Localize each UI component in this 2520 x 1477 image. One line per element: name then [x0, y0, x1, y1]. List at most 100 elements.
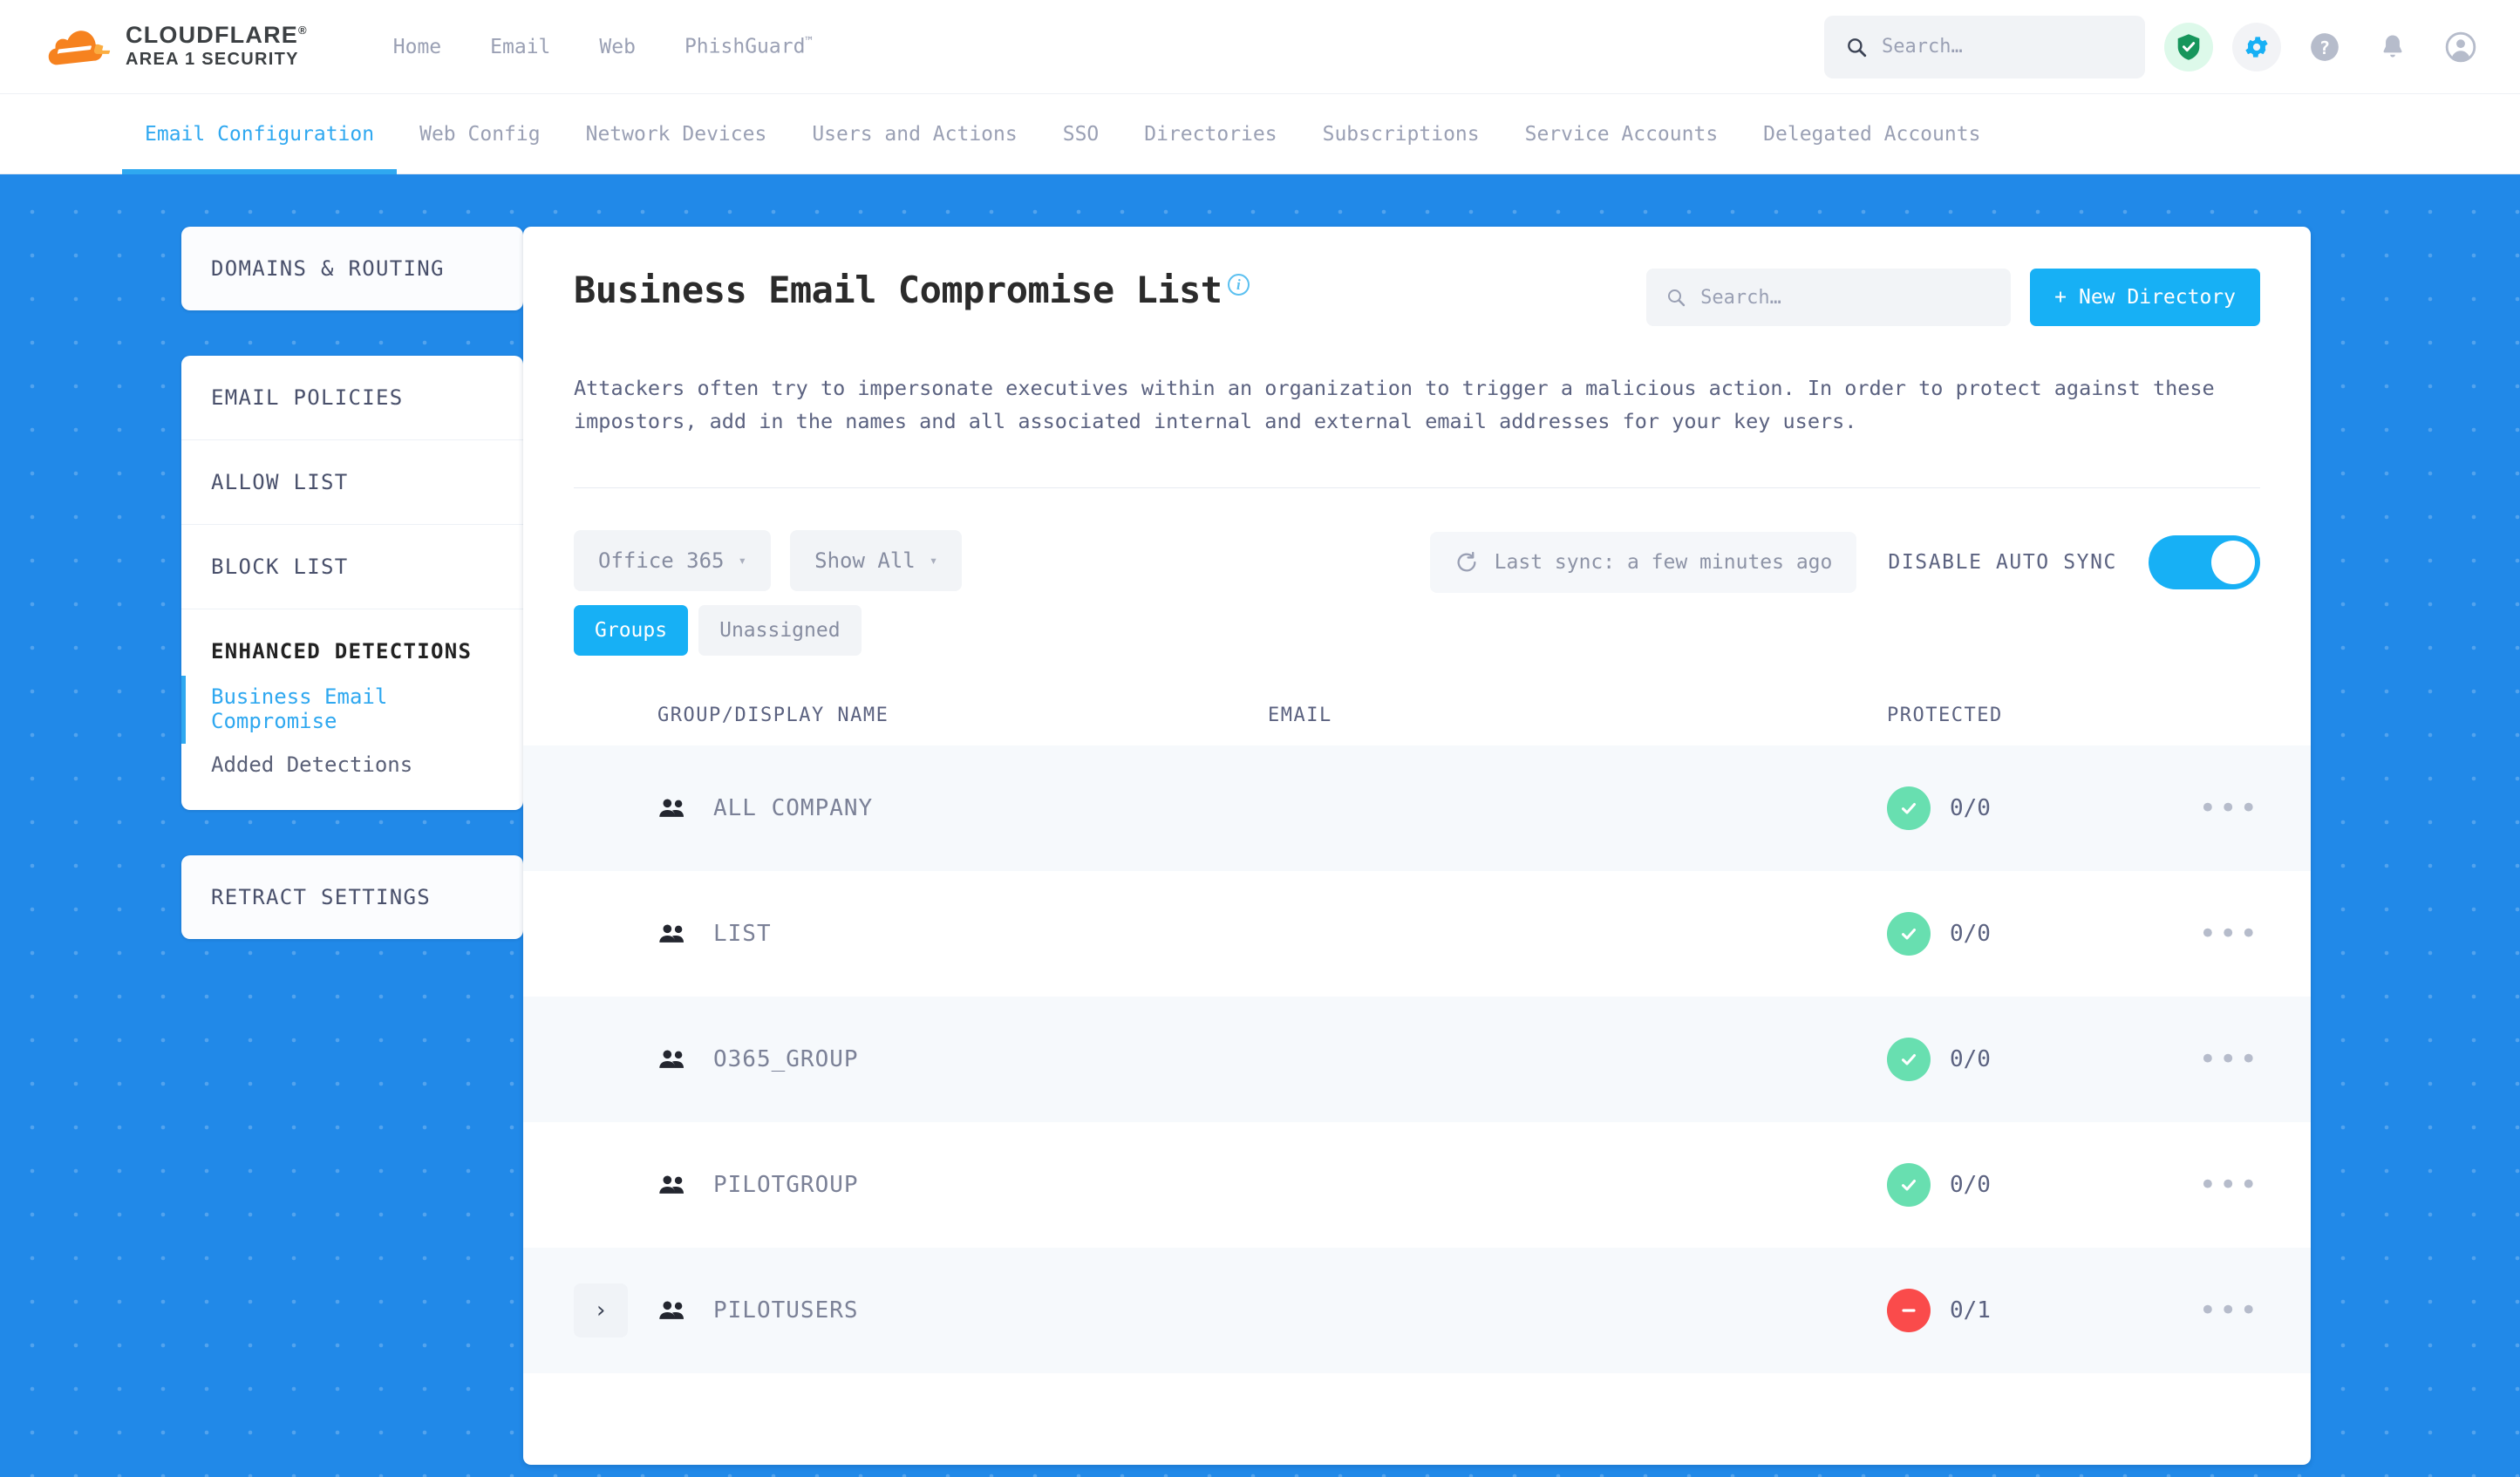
- filter-controls: Office 365 ▾ Show All ▾ Groups Unassigne…: [574, 529, 963, 656]
- tab-users-and-actions[interactable]: Users and Actions: [812, 122, 1018, 146]
- sidebar-item-allow-list[interactable]: ALLOW LIST: [181, 440, 523, 525]
- account-icon[interactable]: [2436, 23, 2485, 71]
- new-directory-button[interactable]: + New Directory: [2030, 269, 2260, 326]
- nav-item-home[interactable]: Home: [392, 35, 442, 58]
- table-row[interactable]: ALL COMPANY 0/0 •••: [523, 745, 2311, 871]
- check-icon: [1901, 802, 1917, 814]
- sidebar-card-retract: RETRACT SETTINGS: [181, 855, 523, 939]
- group-name: O365_GROUP: [713, 1045, 859, 1072]
- sidebar-item-block-list[interactable]: BLOCK LIST: [181, 525, 523, 609]
- tab-sso[interactable]: SSO: [1062, 122, 1100, 146]
- table-row[interactable]: PILOTGROUP 0/0 •••: [523, 1122, 2311, 1248]
- sidebar-item-added-detections[interactable]: Added Detections: [211, 752, 413, 777]
- table-row[interactable]: › PILOTUSERS 0/1 •••: [523, 1247, 2311, 1373]
- last-sync-text: Last sync: a few minutes ago: [1494, 550, 1833, 574]
- group-name: ALL COMPANY: [713, 794, 874, 821]
- shield-check-icon[interactable]: [2164, 22, 2213, 71]
- group-icon: [659, 1175, 684, 1194]
- row-menu-button[interactable]: •••: [2198, 1041, 2260, 1077]
- status-badge-protected: [1887, 1162, 1931, 1207]
- sync-controls: Last sync: a few minutes ago DISABLE AUT…: [1429, 530, 2260, 593]
- refresh-icon: [1457, 551, 1476, 572]
- list-search-input[interactable]: Search…: [1646, 269, 2012, 326]
- check-icon: [1901, 1179, 1917, 1191]
- sidebar-item-domains-routing[interactable]: DOMAINS & ROUTING: [211, 256, 445, 281]
- group-name: PILOTGROUP: [713, 1171, 859, 1198]
- row-menu-button[interactable]: •••: [2198, 1167, 2260, 1202]
- table-row[interactable]: O365_GROUP 0/0 •••: [523, 996, 2311, 1122]
- visibility-dropdown-value: Show All: [814, 548, 916, 573]
- group-name: PILOTUSERS: [713, 1297, 859, 1324]
- minus-icon: [1902, 1308, 1916, 1312]
- row-menu-button[interactable]: •••: [2198, 790, 2260, 826]
- status-badge-protected: [1887, 786, 1931, 830]
- info-icon[interactable]: i: [1227, 274, 1250, 296]
- segment-groups[interactable]: Groups: [574, 604, 689, 656]
- protected-count: 0/0: [1950, 794, 1991, 821]
- help-icon[interactable]: ?: [2300, 23, 2349, 71]
- column-header-email: EMAIL: [1268, 704, 1332, 726]
- disable-auto-sync-label: DISABLE AUTO SYNC: [1888, 550, 2117, 574]
- tab-service-accounts[interactable]: Service Accounts: [1524, 122, 1719, 146]
- check-icon: [1901, 928, 1917, 940]
- row-menu-button[interactable]: •••: [2198, 1292, 2260, 1328]
- sidebar-card-policies: EMAIL POLICIES ALLOW LIST BLOCK LIST ENH…: [181, 356, 523, 810]
- global-search-input[interactable]: Search…: [1824, 15, 2145, 78]
- table-row[interactable]: LIST 0/0 •••: [523, 871, 2311, 997]
- provider-dropdown[interactable]: Office 365 ▾: [574, 529, 772, 591]
- visibility-dropdown[interactable]: Show All ▾: [790, 529, 963, 591]
- sidebar-item-email-policies[interactable]: EMAIL POLICIES: [181, 356, 523, 440]
- protected-count: 0/1: [1950, 1297, 1991, 1324]
- page-canvas: DOMAINS & ROUTING EMAIL POLICIES ALLOW L…: [0, 174, 2520, 1477]
- page-description: Attackers often try to impersonate execu…: [574, 376, 2215, 434]
- expand-row-button[interactable]: ›: [574, 1283, 628, 1337]
- group-icon: [659, 1050, 684, 1068]
- auto-sync-toggle[interactable]: [2149, 534, 2260, 589]
- column-header-protected: PROTECTED: [1887, 704, 2003, 726]
- nav-item-email[interactable]: Email: [490, 35, 551, 58]
- card-header: Business Email Compromise List i Search… …: [574, 269, 2260, 326]
- chevron-down-icon: ▾: [929, 552, 938, 569]
- last-sync-button[interactable]: Last sync: a few minutes ago: [1429, 531, 1857, 593]
- chevron-down-icon: ▾: [738, 552, 747, 569]
- tab-subscriptions[interactable]: Subscriptions: [1322, 122, 1480, 146]
- search-icon: [1668, 289, 1686, 307]
- segment-unassigned[interactable]: Unassigned: [698, 604, 862, 656]
- cloudflare-cloud-icon: [48, 30, 111, 65]
- nav-item-web[interactable]: Web: [599, 35, 636, 58]
- sidebar-item-retract-settings[interactable]: RETRACT SETTINGS: [211, 885, 431, 909]
- section-tabs: Email Configuration Web Config Network D…: [0, 94, 2520, 174]
- sidebar-item-business-email-compromise[interactable]: Business Email Compromise: [181, 676, 523, 744]
- filter-bar: Office 365 ▾ Show All ▾ Groups Unassigne…: [574, 529, 2260, 656]
- column-header-name: GROUP/DISPLAY NAME: [657, 704, 889, 726]
- status-badge-unprotected: [1887, 1288, 1931, 1332]
- page-title: Business Email Compromise List i: [574, 269, 1250, 311]
- brand-name: CLOUDFLARE®: [126, 22, 308, 49]
- list-search-placeholder: Search…: [1700, 286, 1781, 309]
- group-name: LIST: [713, 920, 772, 947]
- bell-icon[interactable]: [2368, 23, 2417, 71]
- group-icon: [659, 1301, 684, 1319]
- brand-product: AREA 1 SECURITY: [126, 49, 299, 69]
- segment-toggle: Groups Unassigned: [574, 604, 962, 656]
- tab-web-config[interactable]: Web Config: [419, 122, 541, 146]
- toggle-knob: [2211, 540, 2255, 584]
- svg-text:?: ?: [2319, 37, 2330, 58]
- tab-network-devices[interactable]: Network Devices: [585, 122, 767, 146]
- primary-nav: Home Email Web PhishGuard™: [369, 26, 837, 67]
- top-bar-actions: Search… ?: [1824, 15, 2485, 78]
- row-menu-button[interactable]: •••: [2198, 915, 2260, 951]
- sidebar-card-domains: DOMAINS & ROUTING: [181, 227, 523, 310]
- plus-icon: +: [2054, 286, 2067, 309]
- top-bar: CLOUDFLARE® AREA 1 SECURITY Home Email W…: [0, 0, 2520, 94]
- tab-email-configuration[interactable]: Email Configuration: [122, 94, 398, 174]
- cloudflare-logo[interactable]: CLOUDFLARE® AREA 1 SECURITY: [38, 23, 308, 70]
- tab-delegated-accounts[interactable]: Delegated Accounts: [1763, 122, 1981, 146]
- check-icon: [1901, 1053, 1917, 1065]
- protected-count: 0/0: [1950, 920, 1991, 947]
- gear-icon[interactable]: [2232, 22, 2281, 71]
- status-badge-protected: [1887, 1037, 1931, 1081]
- nav-item-phishguard[interactable]: PhishGuard™: [684, 35, 813, 58]
- tab-directories[interactable]: Directories: [1144, 122, 1277, 146]
- table-header: GROUP/DISPLAY NAME EMAIL PROTECTED: [574, 704, 2260, 745]
